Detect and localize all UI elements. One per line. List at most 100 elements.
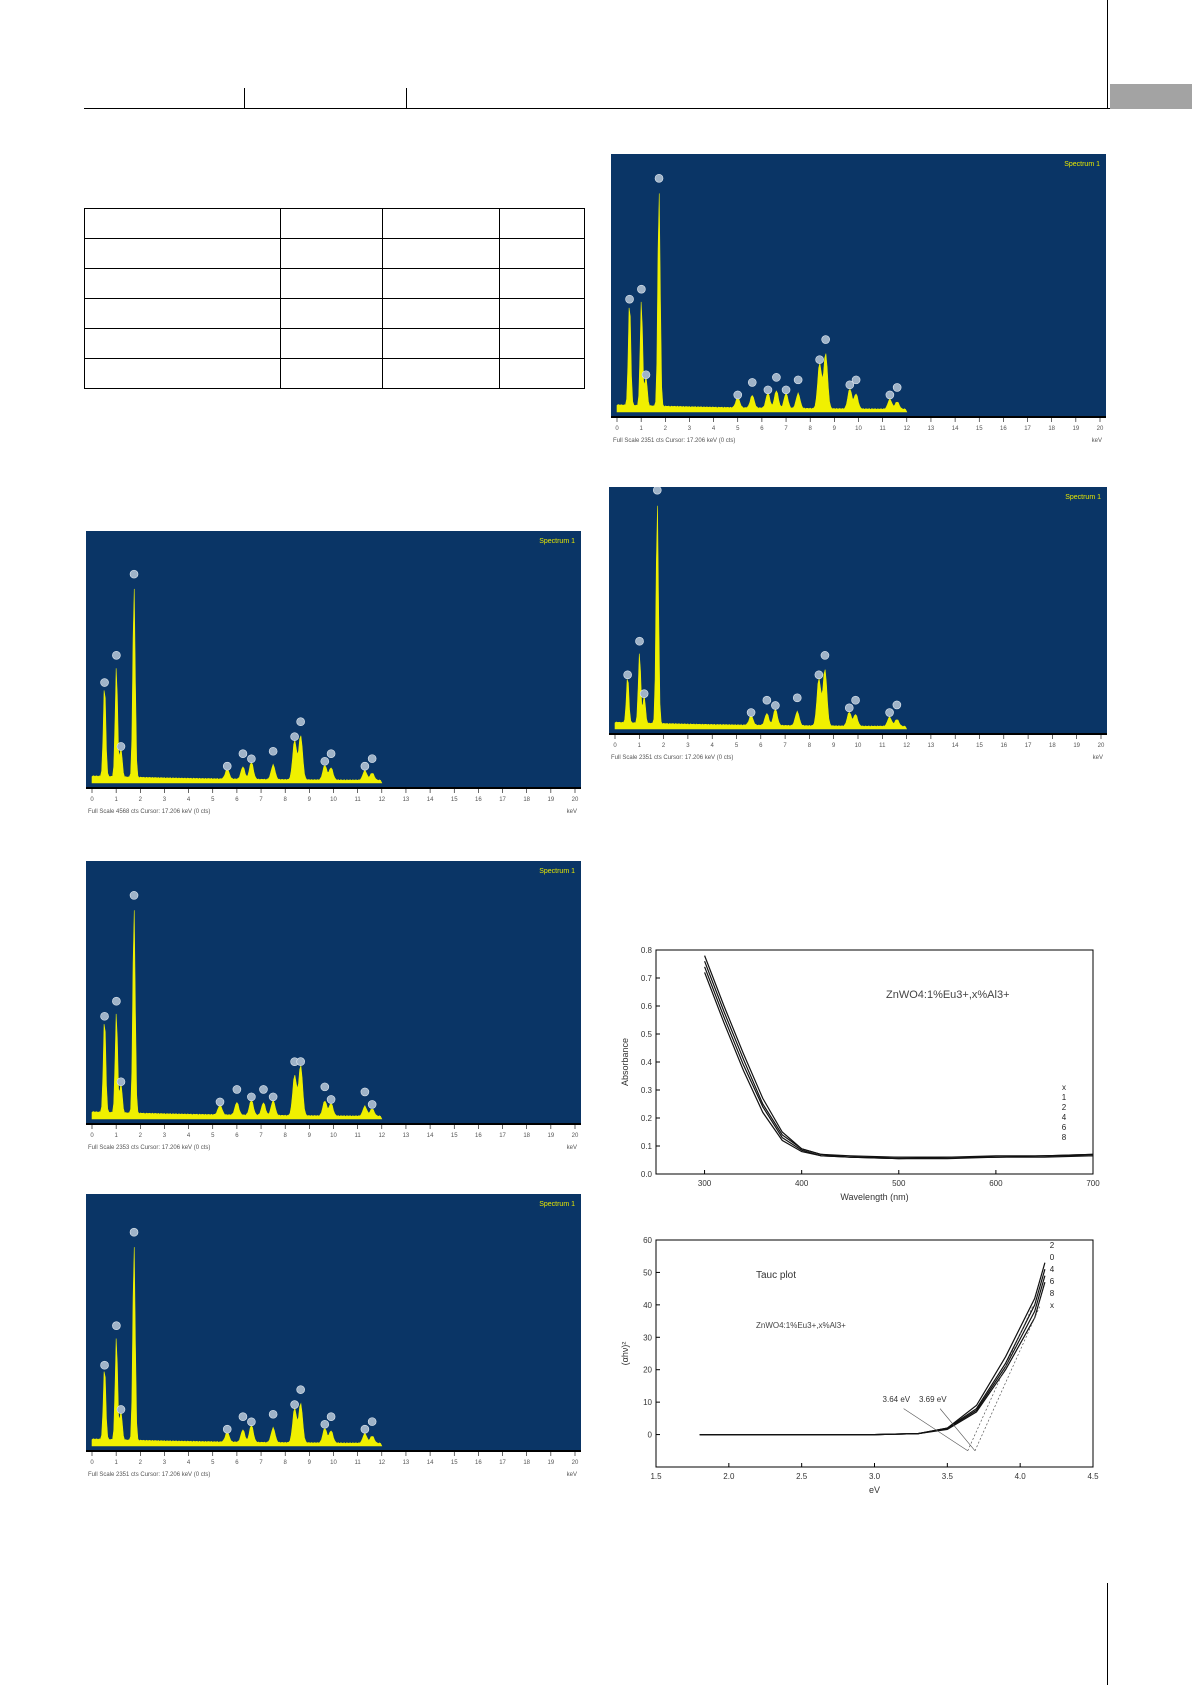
- chart-annotation: ZnWO4:1%Eu3+,x%Al3+: [756, 1321, 846, 1330]
- x-tick-label: 3.5: [942, 1472, 954, 1481]
- eds-plot-area: [86, 531, 581, 787]
- series-line: [699, 1275, 1046, 1436]
- eds-tick-label: 17: [1025, 743, 1032, 749]
- eds-tick-label: 2: [662, 743, 666, 749]
- eds-peak-marker: [290, 732, 299, 741]
- eds-tick-label: 13: [403, 797, 410, 803]
- eds-tick-label: 17: [1024, 426, 1031, 432]
- legend-label: 8: [1062, 1133, 1067, 1142]
- eds-tick-label: 15: [976, 743, 983, 749]
- y-tick-label: 10: [643, 1398, 652, 1407]
- table-cell: [382, 358, 500, 389]
- eds-tick-label: 3: [686, 743, 690, 749]
- eds-tick-label: 4: [712, 426, 716, 432]
- table-row: [84, 328, 585, 359]
- eds-peak-marker: [112, 651, 121, 660]
- callout-leader: [903, 1408, 968, 1452]
- table-cell: [84, 328, 281, 359]
- eds-spectrum-label: Spectrum 1: [1064, 161, 1100, 168]
- eds-axis: [86, 1450, 581, 1452]
- eds-peak-marker: [851, 375, 861, 385]
- eds-spectrum-label: Spectrum 1: [539, 868, 575, 875]
- eds-tick-label: 7: [783, 743, 787, 749]
- eds-tick-label: 1: [114, 797, 118, 803]
- eds-tick-label: 18: [1048, 426, 1055, 432]
- eds-tick-label: 20: [572, 797, 579, 803]
- eds-tick-label: 3: [163, 1460, 167, 1466]
- eds-spectrum-1: Spectrum 1 0 1 2 3 4 5 6 7 8 9 10 11 12 13 14 15 16 17 18 19…: [86, 531, 581, 823]
- eds-tick-label: 9: [832, 743, 836, 749]
- y-axis-label: Absorbance: [620, 1038, 630, 1086]
- eds-tick-label: 4: [187, 1133, 191, 1139]
- eds-trace: [91, 588, 383, 784]
- eds-peak-marker: [845, 380, 855, 390]
- table-cell: [499, 358, 585, 389]
- eds-peak-marker: [247, 1417, 256, 1427]
- eds-peak-marker: [268, 746, 278, 756]
- chart-annotation: ZnWO4:1%Eu3+,x%Al3+: [886, 989, 1010, 1001]
- eds-plot-area: [609, 487, 1107, 733]
- eds-peak-marker: [268, 1409, 278, 1419]
- eds-tick-label: 7: [259, 1460, 263, 1466]
- x-tick-label: 1.5: [650, 1472, 662, 1481]
- eds-tick-label: 12: [378, 1133, 385, 1139]
- x-tick-label: 700: [1086, 1179, 1100, 1188]
- eds-tick-label: 7: [784, 426, 788, 432]
- header-rule: [84, 108, 1110, 109]
- eds-tick-label: 2: [139, 1133, 143, 1139]
- eds-peak-marker: [892, 383, 902, 392]
- eds-tick-label: 1: [114, 1133, 118, 1139]
- eds-peak-marker: [733, 390, 743, 400]
- eds-tick-label: 17: [499, 797, 506, 803]
- table-row: [84, 208, 585, 239]
- eds-peak-marker: [116, 742, 126, 751]
- eds-peak-marker: [290, 1400, 299, 1409]
- eds-tick-label: 16: [1000, 426, 1007, 432]
- y-tick-label: 50: [643, 1268, 652, 1277]
- y-axis-label: (αhν)²: [620, 1342, 630, 1366]
- eds-tick-label: 1: [639, 426, 643, 432]
- x-axis-label: Wavelength (nm): [840, 1192, 908, 1202]
- eds-tick-label: 20: [1098, 743, 1105, 749]
- legend-label: 4: [1050, 1265, 1055, 1274]
- eds-peak-marker: [746, 708, 756, 717]
- eds-peak-marker: [625, 294, 634, 304]
- eds-tick-label: 13: [403, 1460, 410, 1466]
- eds-peak-marker: [637, 284, 646, 294]
- legend-label: 6: [1050, 1277, 1055, 1286]
- eds-tick-label: 3: [163, 1133, 167, 1139]
- eds-tick-label: 15: [451, 1133, 458, 1139]
- eds-tick-label: 11: [355, 797, 362, 803]
- eds-spectrum-label: Spectrum 1: [1065, 494, 1101, 501]
- eds-peak-marker: [320, 1082, 330, 1092]
- y-tick-label: 0.3: [641, 1086, 653, 1095]
- eds-tick-label: 12: [903, 426, 910, 432]
- eds-peak-marker: [215, 1097, 225, 1107]
- eds-peak-marker: [326, 1095, 336, 1104]
- eds-spectrum-label: Spectrum 1: [539, 538, 575, 545]
- eds-tick-label: 2: [139, 1460, 143, 1466]
- eds-tick-label: 0: [90, 1133, 94, 1139]
- callout-leader: [939, 1408, 976, 1451]
- eds-footer: Full Scale 2353 cts Cursor: 17.206 keV (…: [88, 1145, 210, 1151]
- eds-peak-marker: [247, 754, 256, 764]
- eds-peak-marker: [116, 1405, 126, 1414]
- table-cell: [84, 208, 281, 239]
- table-cell: [382, 328, 500, 359]
- eds-tick-label: 14: [427, 1133, 434, 1139]
- legend-label: 1: [1062, 1093, 1067, 1102]
- eds-tick-label: 16: [475, 1460, 482, 1466]
- eds-trace: [91, 910, 383, 1120]
- eds-spectrum-4: Spectrum 1 0 1 2 3 4 5 6 7 8 9 10 11 12 13 14 15 16 17 18 19…: [611, 154, 1106, 452]
- tangent-line: [967, 1304, 1034, 1451]
- eds-axis: [609, 733, 1107, 735]
- eds-tick-label: 18: [1049, 743, 1056, 749]
- eds-tick-label: 0: [90, 797, 94, 803]
- eds-tick-label: 10: [855, 743, 862, 749]
- eds-peak-marker: [360, 1087, 370, 1097]
- tangent-line: [974, 1304, 1041, 1451]
- eds-tick-label: 0: [90, 1460, 94, 1466]
- eds-peak-marker: [129, 891, 139, 900]
- eds-footer: Full Scale 2351 cts Cursor: 17.206 keV (…: [613, 438, 735, 444]
- eds-tick-label: 19: [1073, 426, 1080, 432]
